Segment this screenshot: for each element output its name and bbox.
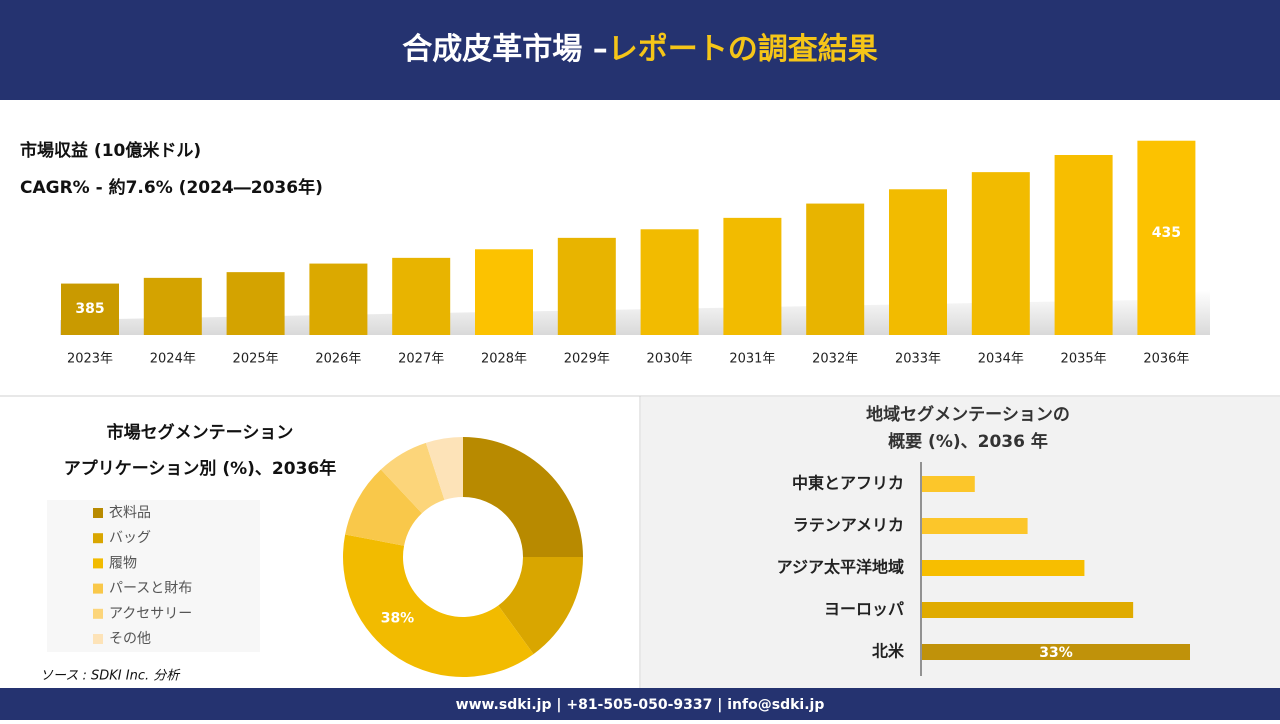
hbar-title: 地域セグメンテーションの xyxy=(866,404,1070,425)
legend-swatch xyxy=(93,533,103,544)
donut-segment xyxy=(380,442,445,514)
x-tick-label: 2030年 xyxy=(647,352,693,367)
legend-label: アクセサリー xyxy=(109,606,192,622)
bar xyxy=(143,277,202,335)
hbar-subtitle: 概要 (%)、2036 年 xyxy=(888,431,1048,452)
donut-segment xyxy=(345,469,422,546)
donut-subtitle: アプリケーション別 (%)、2036年 xyxy=(64,458,336,479)
bar xyxy=(806,203,865,335)
legend-label: パースと財布 xyxy=(109,581,192,597)
legend-label: バッグ xyxy=(109,530,151,546)
category-label: アジア太平洋地域 xyxy=(777,558,904,577)
bar xyxy=(475,249,533,335)
category-label: ヨーロッパ xyxy=(824,600,904,619)
x-tick-label: 2023年 xyxy=(67,352,113,367)
legend-swatch xyxy=(93,558,103,569)
legend-label: その他 xyxy=(109,631,151,647)
x-tick-label: 2036年 xyxy=(1143,352,1189,367)
bar xyxy=(922,602,1134,618)
bar xyxy=(392,257,451,335)
donut-segment xyxy=(498,557,583,655)
x-tick-label: 2035年 xyxy=(1061,352,1107,367)
header-title: 合成皮革市場 –レポートの調査結果 xyxy=(402,32,877,67)
bar xyxy=(1137,140,1196,335)
bar xyxy=(723,217,782,335)
bar xyxy=(922,476,975,492)
x-tick-label: 2024年 xyxy=(150,352,196,367)
bar xyxy=(889,189,947,335)
value-label: 435 xyxy=(1152,225,1181,241)
bar-title: 市場収益 (10億米ドル) xyxy=(20,140,201,161)
value-label: 385 xyxy=(75,301,104,317)
bar-subtitle: CAGR% - 約7.6% (2024―2036年) xyxy=(20,177,323,198)
donut-segment xyxy=(425,437,463,500)
donut-segment xyxy=(463,437,583,557)
title-main: 合成皮革市場 – xyxy=(402,32,607,67)
x-tick-label: 2025年 xyxy=(233,352,279,367)
bar xyxy=(640,229,699,335)
legend-box xyxy=(47,500,260,652)
title-highlight: レポートの調査結果 xyxy=(608,32,878,67)
legend-label: 履物 xyxy=(109,555,137,571)
x-tick-label: 2026年 xyxy=(315,352,361,367)
legend-swatch xyxy=(93,508,103,518)
source: ソース : SDKI Inc. 分析 xyxy=(40,669,181,684)
legend-label: 衣料品 xyxy=(109,505,151,521)
legend-swatch xyxy=(93,634,103,644)
x-tick-label: 2027年 xyxy=(398,352,444,367)
value-label: 33% xyxy=(1039,645,1073,661)
region-panel xyxy=(641,397,1280,688)
value-label: 38% xyxy=(381,611,415,627)
bar xyxy=(922,644,1190,660)
x-tick-label: 2032年 xyxy=(812,352,858,367)
x-tick-label: 2031年 xyxy=(729,352,775,367)
legend-swatch xyxy=(93,608,103,619)
bar xyxy=(61,283,119,335)
bar xyxy=(557,237,616,335)
footer-bar xyxy=(0,688,1280,720)
bar xyxy=(309,263,368,335)
bar xyxy=(922,518,1028,534)
x-tick-label: 2029年 xyxy=(564,352,610,367)
bar xyxy=(1054,155,1113,335)
x-tick-label: 2028年 xyxy=(481,352,527,367)
category-label: ラテンアメリカ xyxy=(793,516,904,535)
header-bar xyxy=(0,0,1280,100)
donut-segment xyxy=(342,534,534,678)
x-tick-label: 2034年 xyxy=(978,352,1024,367)
category-label: 北米 xyxy=(872,642,905,661)
category-label: 中東とアフリカ xyxy=(792,474,904,493)
x-tick-label: 2033年 xyxy=(895,352,941,367)
donut-title: 市場セグメンテーション xyxy=(107,422,294,443)
footer-text: www.sdki.jp | +81-505-050-9337 | info@sd… xyxy=(456,697,825,713)
bar xyxy=(971,172,1030,335)
bar xyxy=(922,560,1085,576)
legend-swatch xyxy=(93,583,103,594)
bar xyxy=(226,272,285,335)
